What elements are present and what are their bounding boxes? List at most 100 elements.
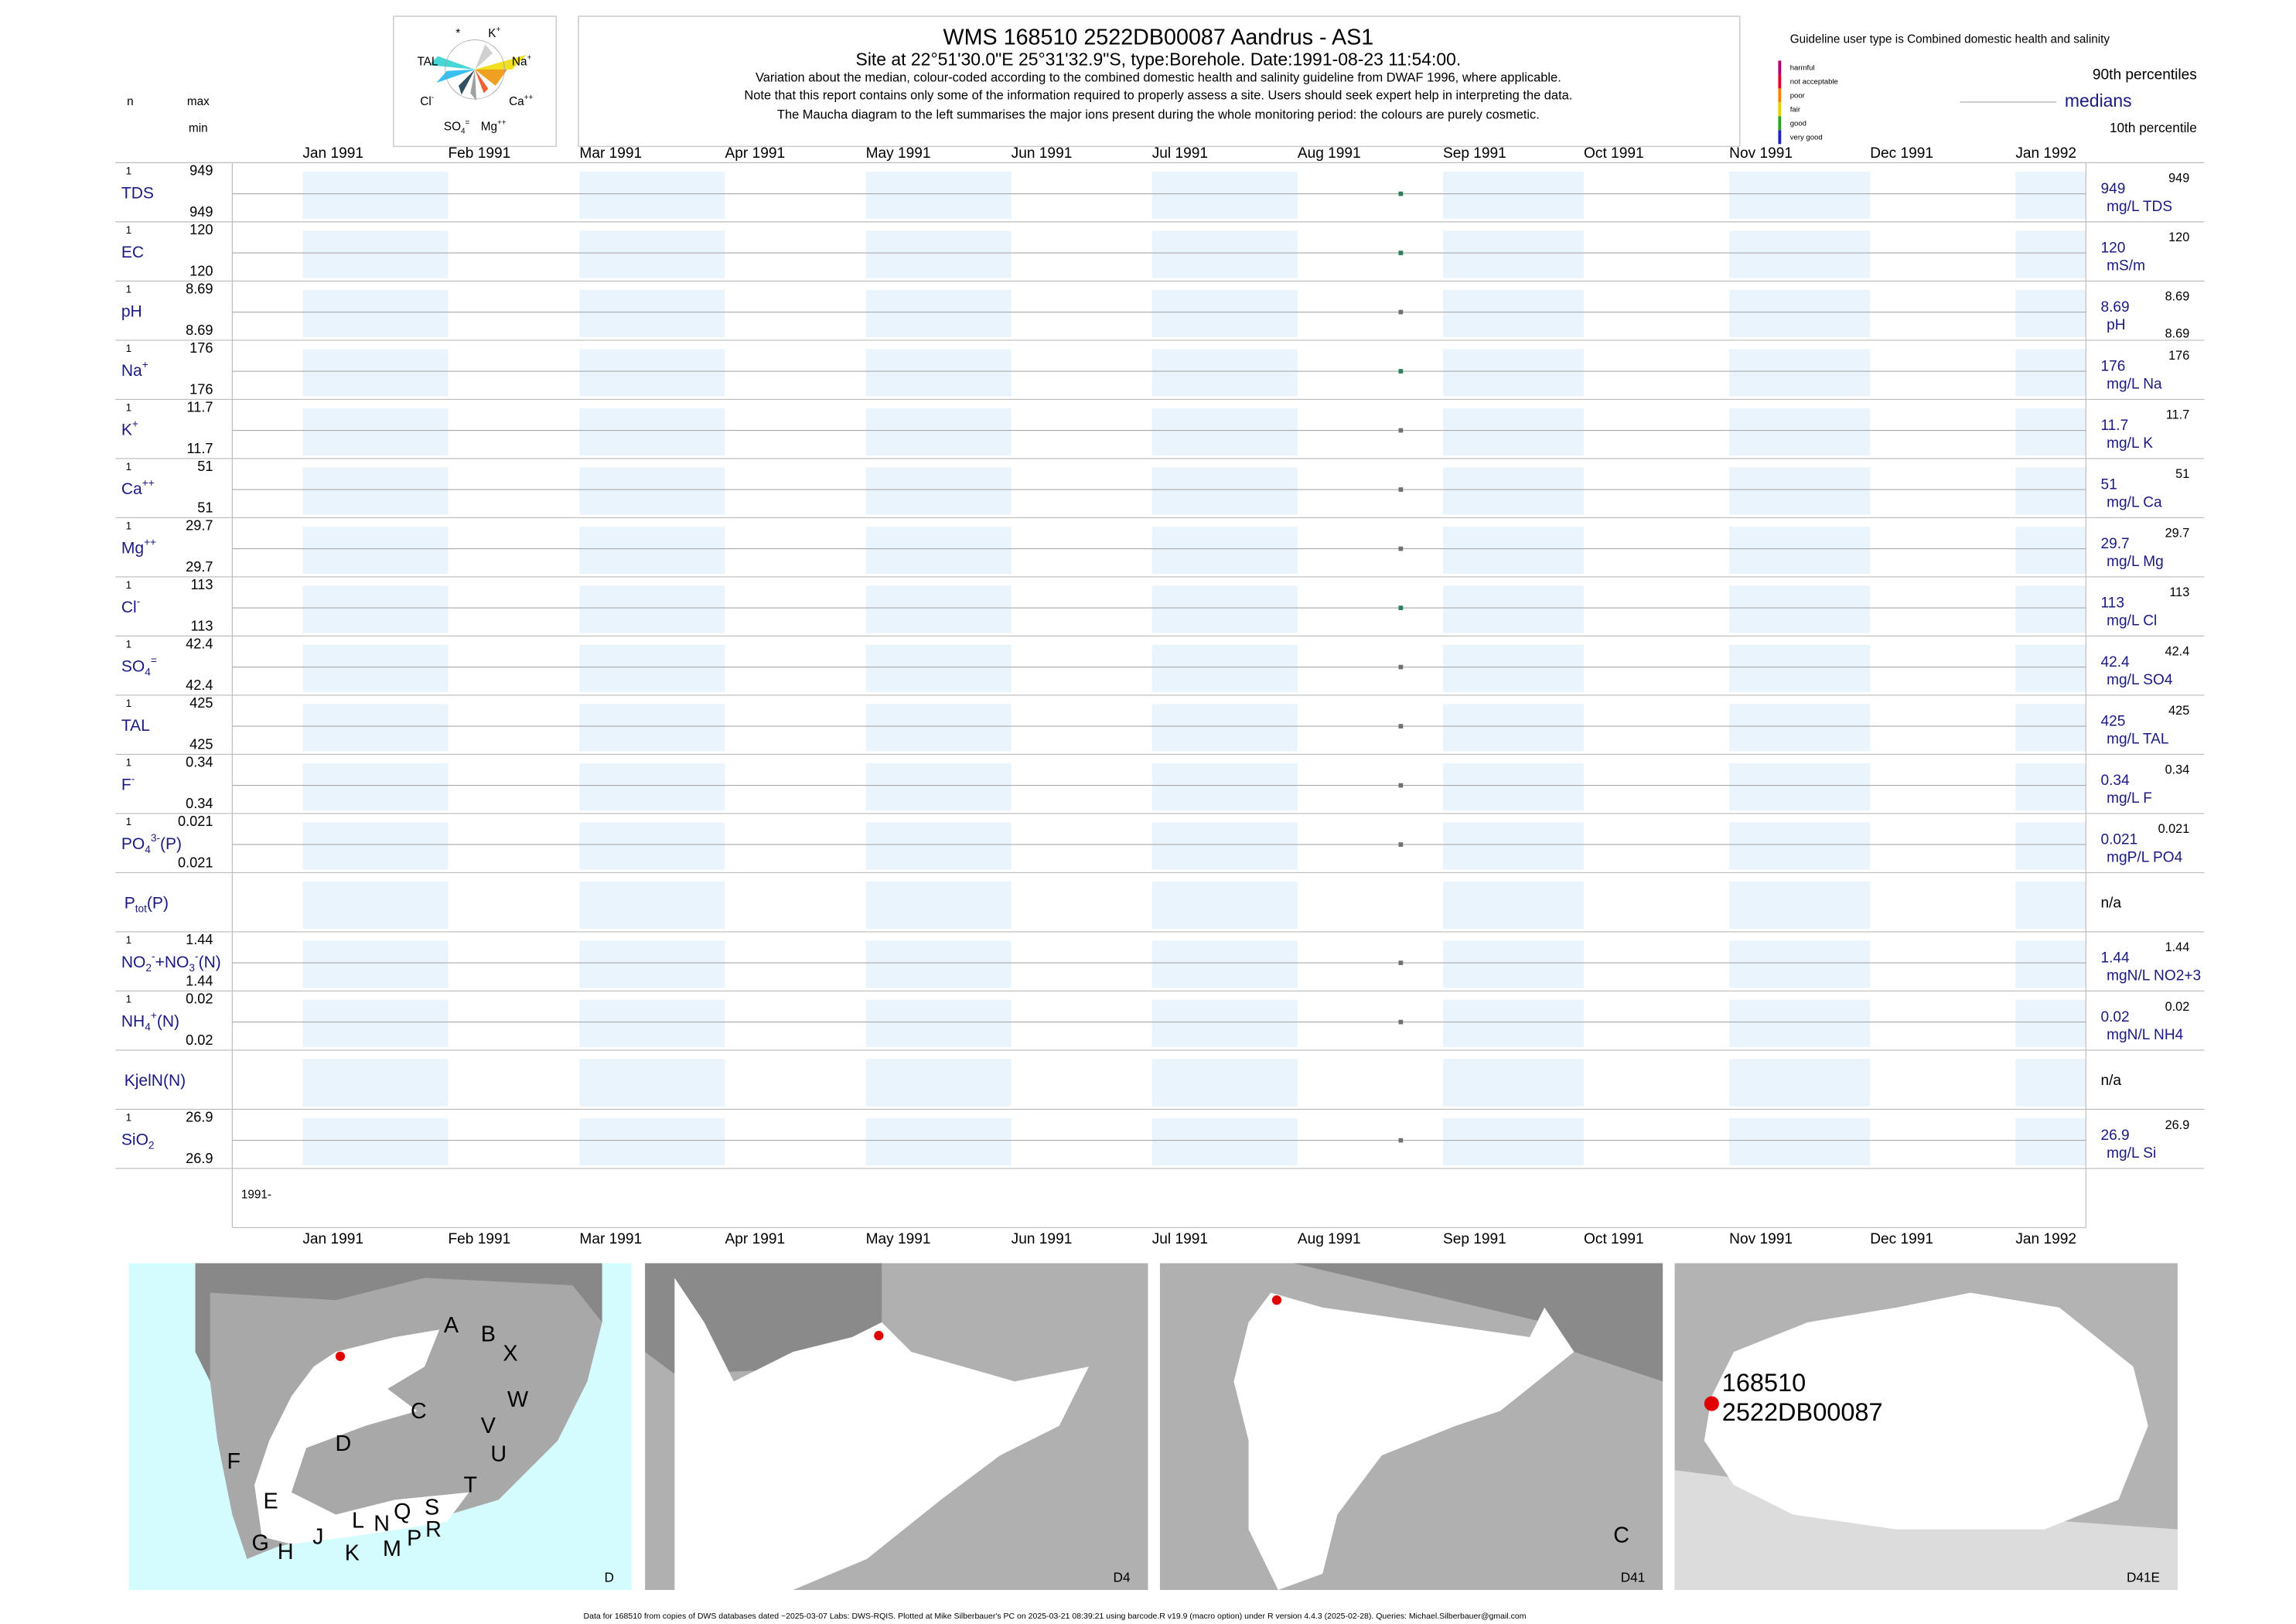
p90-value: 26.9 — [2165, 1118, 2190, 1132]
map-region-label: C — [411, 1399, 427, 1424]
max-value: 42.4 — [186, 636, 213, 652]
sample-point — [1398, 309, 1404, 315]
label-part: - — [137, 595, 141, 607]
max-value: 176 — [189, 340, 213, 356]
map-region-label: P — [407, 1527, 421, 1551]
month-band — [579, 763, 725, 811]
label-part: ++ — [524, 94, 534, 102]
month-band — [2015, 999, 2086, 1048]
month-band — [579, 1117, 725, 1166]
month-band — [302, 822, 449, 870]
class-label: good — [1790, 119, 1806, 128]
label-part: - — [432, 94, 434, 102]
sample-point — [1398, 960, 1404, 965]
label-part: = — [466, 119, 470, 128]
month-band — [579, 289, 725, 338]
month-band — [302, 585, 449, 633]
label-part: K — [121, 421, 132, 438]
column-label: n — [127, 95, 134, 108]
month-band — [1729, 585, 1871, 633]
label-part: SO — [121, 657, 145, 675]
parameter-name: Ptot(P) — [125, 894, 169, 915]
month-band — [2015, 526, 2086, 575]
label-part: + — [132, 418, 138, 430]
map-region-label: U — [490, 1442, 507, 1467]
map-layers — [645, 1263, 1148, 1591]
min-value: 0.021 — [178, 855, 213, 871]
label-part: PO — [121, 835, 145, 853]
n-count: 1 — [126, 401, 131, 413]
n-count: 1 — [126, 283, 131, 295]
min-value: 949 — [189, 204, 213, 220]
map-region-label: V — [481, 1414, 496, 1438]
month-label: Nov 1991 — [1729, 145, 1793, 162]
parameter-name: TAL — [121, 717, 150, 735]
month-band — [1442, 289, 1585, 338]
month-band — [302, 171, 449, 220]
label-part: Ca — [121, 480, 142, 498]
label-part: K — [488, 27, 496, 40]
map-label: D41E — [2127, 1569, 2160, 1585]
min-value: 11.7 — [186, 441, 213, 456]
month-band — [1729, 171, 1871, 220]
month-band — [579, 467, 725, 515]
p90-value: 0.34 — [2165, 763, 2190, 777]
map-region-label: F — [227, 1449, 241, 1474]
month-label: Jan 1992 — [2015, 1231, 2076, 1247]
month-label: Jan 1992 — [2015, 145, 2076, 162]
maucha-label: Ca++ — [509, 94, 533, 108]
sample-point — [1398, 724, 1404, 728]
label-part: (N) — [157, 1012, 179, 1030]
p90-value: 42.4 — [2165, 645, 2190, 659]
month-band — [865, 585, 1012, 633]
month-band — [1151, 644, 1298, 693]
map-region-label: X — [503, 1341, 517, 1366]
sample-point — [1398, 664, 1404, 670]
map-area — [674, 1278, 1089, 1591]
month-band — [2015, 349, 2086, 397]
label-part: TAL — [121, 717, 150, 735]
month-band — [302, 704, 449, 752]
month-band — [2015, 408, 2086, 456]
month-band — [579, 999, 725, 1048]
max-value: 11.7 — [186, 400, 213, 415]
month-band — [865, 467, 1012, 515]
title-box — [578, 15, 1741, 148]
sample-point — [1398, 428, 1404, 433]
month-band — [865, 644, 1012, 693]
min-value: 42.4 — [186, 677, 213, 693]
label-part: KjelN(N) — [125, 1072, 186, 1090]
class-label: harmful — [1790, 64, 1815, 73]
n-count: 1 — [126, 698, 131, 709]
p90-value: 949 — [2168, 172, 2189, 186]
month-label: Feb 1991 — [448, 1231, 510, 1247]
month-label: Aug 1991 — [1298, 145, 1361, 162]
map-region-label: G — [252, 1530, 269, 1555]
median-value: 949 — [2100, 181, 2125, 197]
month-band — [302, 881, 449, 930]
median-value: 0.021 — [2100, 831, 2137, 848]
map-region-label: B — [481, 1322, 496, 1347]
month-band — [2015, 467, 2086, 515]
month-band — [302, 940, 449, 988]
footer: Data for 168510 from copies of DWS datab… — [583, 1612, 1526, 1621]
p90-value: 8.69 — [2165, 290, 2190, 304]
label-part: 4 — [461, 128, 466, 136]
parameter-name: SO4= — [121, 655, 157, 678]
status: n/a — [2100, 1073, 2121, 1089]
month-band — [2015, 585, 2086, 633]
max-value: 425 — [189, 695, 213, 711]
month-label: Dec 1991 — [1870, 1231, 1933, 1247]
month-band — [302, 763, 449, 811]
min-value: 425 — [189, 737, 213, 752]
legend-p10: 10th percentile — [2110, 120, 2197, 135]
min-value: 176 — [189, 382, 213, 397]
month-band — [1151, 289, 1298, 338]
label-part: (N) — [199, 954, 221, 971]
month-label: Sep 1991 — [1443, 145, 1506, 162]
label-part: + — [142, 359, 148, 370]
max-value: 26.9 — [186, 1110, 213, 1125]
map: D4 — [645, 1263, 1148, 1591]
month-band — [865, 289, 1012, 338]
